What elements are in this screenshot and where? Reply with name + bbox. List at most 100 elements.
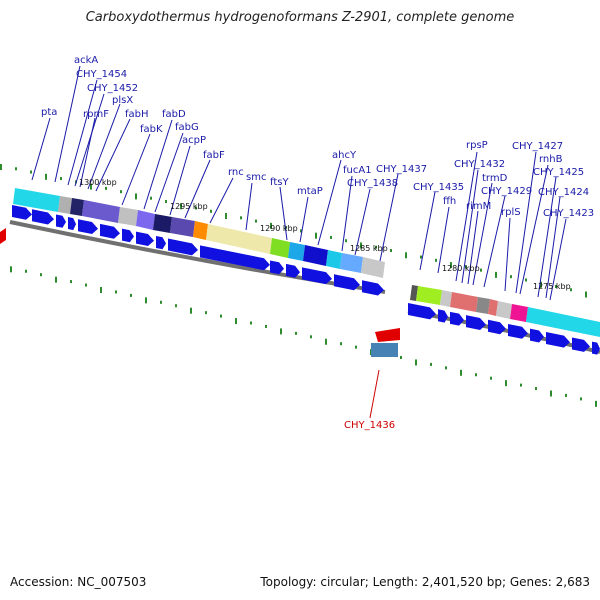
forward-gene-arrow[interactable] xyxy=(508,324,528,339)
gene-label-acpp[interactable]: acpP xyxy=(182,135,206,146)
gene-label-fabf[interactable]: fabF xyxy=(203,150,225,161)
gene-label-chy1424[interactable]: CHY_1424 xyxy=(538,187,589,198)
gene-label-rpmf[interactable]: rpmF xyxy=(83,109,109,120)
scale-label-1275: 1275 kbp xyxy=(533,282,571,291)
scale-label-1295: 1295 kbp xyxy=(170,202,208,211)
tick-mark xyxy=(525,278,527,282)
gene-label-ahcy[interactable]: ahcY xyxy=(332,150,357,161)
forward-gene-arrow[interactable] xyxy=(270,260,284,275)
tick-mark xyxy=(585,291,587,298)
tick-mark xyxy=(355,345,357,349)
forward-gene-arrow[interactable] xyxy=(546,331,570,348)
gene-label-acka[interactable]: ackA xyxy=(74,55,98,66)
forward-gene-arrow[interactable] xyxy=(12,205,32,220)
reverse-gene-chy1436[interactable] xyxy=(369,328,400,419)
forward-gene-arrow[interactable] xyxy=(56,214,66,228)
gene-label-chy1427[interactable]: CHY_1427 xyxy=(512,141,563,152)
tick-mark xyxy=(300,229,302,233)
tick-mark xyxy=(265,324,267,328)
forward-gene-arrow[interactable] xyxy=(286,263,300,278)
scale-label-1300: 1300 kbp xyxy=(79,178,117,187)
tick-mark xyxy=(30,170,32,174)
tick-mark xyxy=(235,318,237,325)
gene-label-mtap[interactable]: mtaP xyxy=(297,186,323,197)
tick-mark xyxy=(70,280,72,284)
gene-label-chy1437[interactable]: CHY_1437 xyxy=(376,164,427,175)
tick-mark xyxy=(280,328,282,335)
scale-label-1290: 1290 kbp xyxy=(260,224,298,233)
gene-label-plsx[interactable]: plsX xyxy=(112,95,133,106)
forward-gene-arrow[interactable] xyxy=(156,235,166,250)
tick-mark xyxy=(435,258,437,262)
gene-label-rimm[interactable]: rimM xyxy=(466,201,491,212)
scale-label-1280: 1280 kbp xyxy=(442,264,480,273)
gene-label-pta[interactable]: pta xyxy=(41,107,57,118)
gene-label-rpsp[interactable]: rpsP xyxy=(466,140,488,151)
tick-mark xyxy=(10,266,12,273)
tick-mark xyxy=(135,193,137,200)
gene-label-ffh[interactable]: ffh xyxy=(443,196,456,207)
forward-gene-arrow[interactable] xyxy=(32,209,54,225)
tick-mark xyxy=(595,400,597,407)
tick-mark xyxy=(345,239,347,243)
gene-label-rnhb[interactable]: rnhB xyxy=(539,154,563,165)
forward-gene-arrow[interactable] xyxy=(592,341,600,355)
tick-mark xyxy=(390,249,392,253)
gene-label-fabg[interactable]: fabG xyxy=(175,122,199,133)
forward-gene-arrow[interactable] xyxy=(68,217,76,231)
gene-label-chy1438[interactable]: CHY_1438 xyxy=(347,178,398,189)
tick-mark xyxy=(100,287,102,293)
tick-mark xyxy=(145,297,147,304)
forward-gene-arrow[interactable] xyxy=(362,280,384,296)
gene-label-chy1423[interactable]: CHY_1423 xyxy=(543,208,594,219)
forward-gene-arrow[interactable] xyxy=(78,219,98,234)
tick-mark xyxy=(130,293,132,297)
cog-color-band-right xyxy=(410,285,600,337)
tick-mark xyxy=(60,177,62,181)
gene-label-chy1435[interactable]: CHY_1435 xyxy=(413,182,464,193)
gene-label-rpls[interactable]: rplS xyxy=(501,207,521,218)
tick-mark xyxy=(190,307,192,314)
forward-gene-arrow[interactable] xyxy=(136,231,154,247)
gene-label-fabd[interactable]: fabD xyxy=(162,109,186,120)
gene-label-chy1429[interactable]: CHY_1429 xyxy=(481,186,532,197)
tick-mark xyxy=(220,314,222,318)
gene-label-fabh[interactable]: fabH xyxy=(125,109,149,120)
tick-mark xyxy=(565,393,567,397)
forward-gene-arrow[interactable] xyxy=(488,319,506,335)
tick-mark xyxy=(120,190,122,194)
gene-label-chy1452[interactable]: CHY_1452 xyxy=(87,83,138,94)
forward-gene-arrow[interactable] xyxy=(302,267,332,285)
forward-gene-arrow[interactable] xyxy=(438,309,448,323)
gene-label-ftsy[interactable]: ftsY xyxy=(270,177,289,188)
scale-labels: 1300 kbp 1295 kbp 1290 kbp 1285 kbp 1280… xyxy=(79,178,571,291)
forward-gene-arrow[interactable] xyxy=(122,228,134,243)
forward-gene-arrow[interactable] xyxy=(100,223,120,239)
tick-mark xyxy=(175,304,177,308)
gene-label-chy1432[interactable]: CHY_1432 xyxy=(454,159,505,170)
gene-label-chy1454[interactable]: CHY_1454 xyxy=(76,69,127,80)
gene-label-chy1436[interactable]: CHY_1436 xyxy=(344,420,395,431)
forward-gene-arrow[interactable] xyxy=(450,311,464,326)
gene-label-rnc[interactable]: rnc xyxy=(228,167,244,178)
forward-gene-arrow[interactable] xyxy=(408,303,436,320)
forward-gene-arrow[interactable] xyxy=(466,315,486,330)
forward-gene-arrow[interactable] xyxy=(168,238,198,256)
gene-label-smc[interactable]: smc xyxy=(246,172,266,183)
gene-label-fuca1[interactable]: fucA1 xyxy=(343,165,372,176)
tick-mark xyxy=(420,255,422,259)
gene-label-fabk[interactable]: fabK xyxy=(140,124,163,135)
tick-mark xyxy=(430,362,432,366)
forward-gene-arrow[interactable] xyxy=(200,245,270,271)
forward-gene-arrow[interactable] xyxy=(530,328,544,343)
forward-gene-arrow[interactable] xyxy=(572,337,590,352)
forward-gene-arrow[interactable] xyxy=(334,274,360,291)
gene-label-chy1425[interactable]: CHY_1425 xyxy=(533,167,584,178)
inner-tick-ring xyxy=(10,266,597,407)
tick-mark xyxy=(285,226,287,230)
tick-mark xyxy=(340,342,342,346)
tick-mark xyxy=(25,269,27,273)
gene-label-trmd[interactable]: trmD xyxy=(482,173,508,184)
